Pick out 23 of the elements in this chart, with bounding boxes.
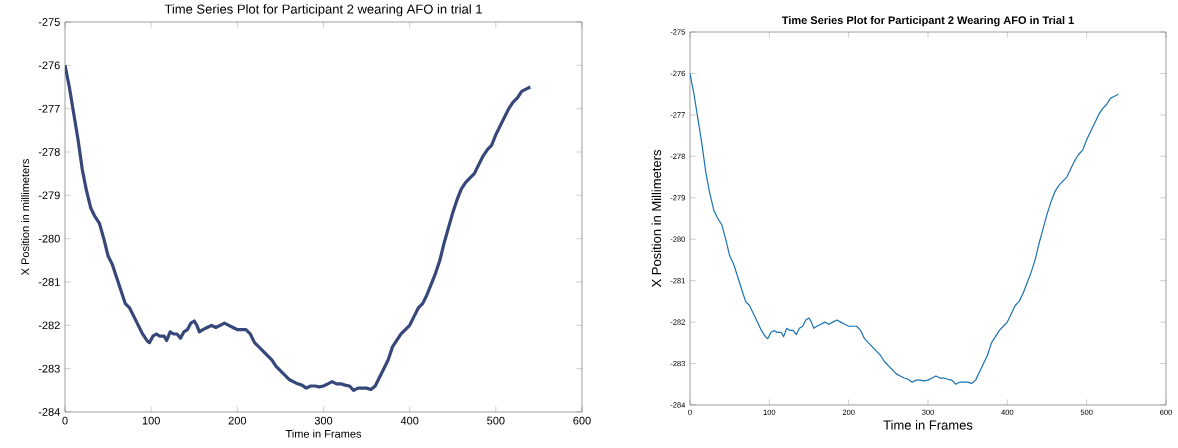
x-tick-label: 400 — [400, 416, 419, 425]
x-tick-label: 100 — [142, 416, 160, 425]
y-tick-label: -284 — [38, 408, 60, 416]
y-tick-label: -283 — [38, 364, 60, 373]
x-tick-label: 500 — [487, 416, 505, 425]
y-tick-label: -281 — [38, 278, 60, 286]
y-axis-title: X Position in Millimeters — [651, 149, 662, 288]
x-tick-label: 200 — [228, 416, 247, 425]
x-axis-title: Time in Frames — [883, 420, 973, 430]
x-tick-label: 0 — [62, 416, 68, 425]
y-tick-label: -280 — [38, 234, 60, 243]
chart-title: Time Series Plot for Participant 2 Wearing AFO in Trial 1 — [781, 16, 1074, 27]
y-tick-label: -279 — [38, 191, 60, 200]
y-tick-label: -277 — [38, 104, 60, 113]
x-axis-title: Time in Frames — [285, 429, 362, 438]
chart-title: Time Series Plot for Participant 2 wearing AFO in trial 1 — [164, 4, 482, 17]
x-tick-label: 300 — [314, 416, 333, 425]
y-tick-label: -282 — [38, 321, 60, 330]
x-tick-label: 600 — [573, 416, 591, 425]
y-tick-label: -278 — [38, 148, 60, 156]
y-tick-label: -275 — [38, 18, 60, 26]
y-axis-title: X Position in millimeters — [21, 159, 30, 276]
y-tick-label: -276 — [38, 61, 60, 70]
